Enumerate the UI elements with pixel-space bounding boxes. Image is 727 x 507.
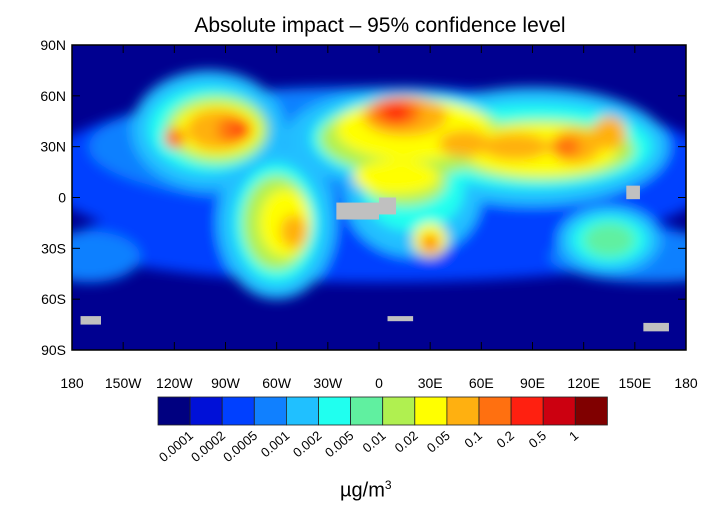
colorbar-label: 1 (566, 428, 581, 444)
lon-tick-label: 60E (469, 375, 494, 391)
colorbar-box (318, 396, 351, 426)
colorbar-box (157, 396, 191, 426)
colorbar-label: 0.05 (424, 428, 453, 456)
lon-tick-label: 180 (60, 375, 84, 391)
colorbar-label: 0.1 (461, 428, 484, 451)
colorbar-box (414, 396, 448, 426)
lon-tick-label: 90E (520, 375, 545, 391)
missing-data-patch (379, 197, 397, 215)
lon-tick-label: 60W (262, 375, 292, 391)
concentration-region (583, 222, 635, 257)
colorbar-box (382, 396, 416, 426)
concentration-region (234, 122, 252, 137)
concentration-region (421, 234, 439, 252)
colorbar-box (510, 396, 544, 426)
lon-tick-label: 30W (313, 375, 343, 391)
colorbar-box (446, 396, 480, 426)
missing-data-patch (643, 322, 669, 332)
colorbar-box (253, 396, 287, 426)
lon-tick-label: 120W (156, 375, 193, 391)
lon-tick-label: 150E (618, 375, 651, 391)
map-title: Absolute impact – 95% confidence level (194, 14, 566, 37)
colorbar-unit: µg/m3 (340, 478, 392, 503)
colorbar-label: 0.002 (290, 428, 325, 460)
lat-tick-label: 90S (41, 342, 66, 358)
colorbar-box (478, 396, 512, 426)
colorbar-box (285, 396, 319, 426)
missing-data-patch (336, 202, 380, 220)
lon-tick-label: 0 (375, 375, 383, 391)
colorbar-label: 0.001 (258, 428, 293, 460)
lat-tick-label: 30N (40, 139, 66, 155)
concentration-region (72, 231, 141, 283)
concentration-region (353, 160, 439, 195)
concentration-region (552, 136, 581, 157)
colorbar-box (350, 396, 384, 426)
concentration-region (280, 214, 308, 249)
colorbar-box (574, 396, 608, 426)
colorbar-label: 0.2 (494, 428, 517, 451)
unit-text: µg/m (340, 479, 385, 502)
concentration-region (382, 104, 410, 122)
lat-tick-label: 30S (41, 240, 66, 256)
concentration-region (592, 116, 627, 151)
missing-data-patch (80, 316, 101, 325)
colorbar-label: 0.0001 (156, 428, 196, 465)
lon-tick-label: 30E (418, 375, 443, 391)
lat-tick-label: 60S (41, 291, 66, 307)
colorbar-label: 0.01 (360, 428, 389, 456)
colorbar-box (542, 396, 576, 426)
colorbar-label: 0.5 (526, 428, 549, 451)
colorbar-label: 0.0005 (220, 428, 260, 465)
concentration-region (438, 129, 490, 157)
colorbar-label: 0.0002 (188, 428, 228, 465)
lon-tick-label: 90W (211, 375, 241, 391)
missing-data-patch (626, 185, 640, 200)
colorbar-label: 0.005 (322, 428, 357, 460)
missing-data-patch (387, 316, 414, 322)
colorbar-label: 0.02 (392, 428, 421, 456)
colorbar-box (221, 396, 255, 426)
unit-exponent: 3 (384, 478, 392, 492)
lat-tick-label: 0 (58, 190, 66, 206)
lon-tick-label: 150W (105, 375, 142, 391)
concentration-region (164, 128, 185, 149)
lon-tick-label: 180 (674, 375, 698, 391)
lon-tick-label: 120E (567, 375, 600, 391)
colorbar-box (189, 396, 223, 426)
lat-tick-label: 60N (40, 88, 66, 104)
lat-tick-label: 90N (40, 37, 66, 53)
concentration-region (481, 133, 550, 161)
